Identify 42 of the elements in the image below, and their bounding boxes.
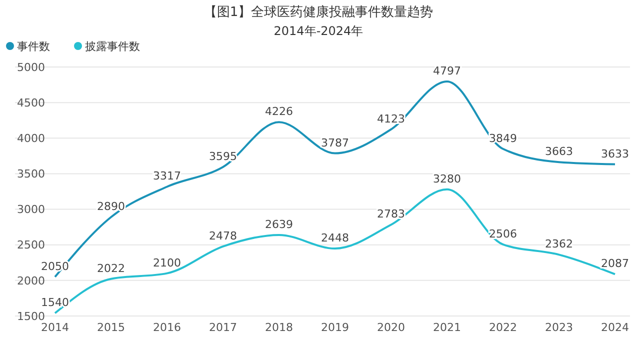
y-tick-label: 2000 <box>17 274 45 288</box>
x-tick-label: 2023 <box>545 321 573 334</box>
y-tick-label: 3000 <box>17 203 45 216</box>
data-label: 2890 <box>97 200 125 214</box>
x-tick-label: 2020 <box>377 321 405 334</box>
y-tick-label: 4000 <box>17 132 45 145</box>
y-tick-label: 2500 <box>17 238 45 252</box>
data-label: 3317 <box>153 170 181 183</box>
x-tick-label: 2016 <box>153 321 181 334</box>
data-label: 3280 <box>433 172 461 186</box>
data-label: 3787 <box>321 136 349 150</box>
data-label: 2783 <box>377 208 405 221</box>
y-tick-label: 5000 <box>17 60 45 74</box>
data-label: 3663 <box>545 145 573 158</box>
x-tick-label: 2019 <box>321 321 349 334</box>
data-label: 2362 <box>545 238 573 251</box>
x-tick-label: 2015 <box>97 321 125 334</box>
data-label: 1540 <box>41 296 69 310</box>
data-label: 3633 <box>601 147 629 160</box>
chart-title: 【图1】全球医药健康投融事件数量趋势 <box>204 5 434 20</box>
y-tick-label: 1500 <box>17 310 45 323</box>
data-label: 2506 <box>489 227 517 240</box>
data-label: 2478 <box>209 229 237 242</box>
data-label: 2087 <box>601 257 629 270</box>
x-tick-label: 2017 <box>209 321 237 334</box>
x-tick-label: 2022 <box>489 321 517 334</box>
data-label: 2022 <box>97 262 125 275</box>
data-label: 2100 <box>153 256 181 270</box>
data-label: 4797 <box>433 64 461 78</box>
x-tick-label: 2021 <box>433 321 461 334</box>
legend-label: 披露事件数 <box>85 40 140 53</box>
data-label: 4226 <box>265 105 293 118</box>
data-label: 2639 <box>265 218 293 231</box>
chart-subtitle: 2014年-2024年 <box>274 24 364 38</box>
y-tick-label: 3500 <box>17 168 45 181</box>
legend-label: 事件数 <box>17 40 50 53</box>
data-label: 3595 <box>209 150 237 163</box>
x-tick-label: 2018 <box>265 321 293 334</box>
y-tick-label: 4500 <box>17 96 45 110</box>
x-tick-label: 2024 <box>601 321 629 334</box>
x-tick-label: 2014 <box>41 321 69 334</box>
data-label: 2448 <box>321 232 349 245</box>
